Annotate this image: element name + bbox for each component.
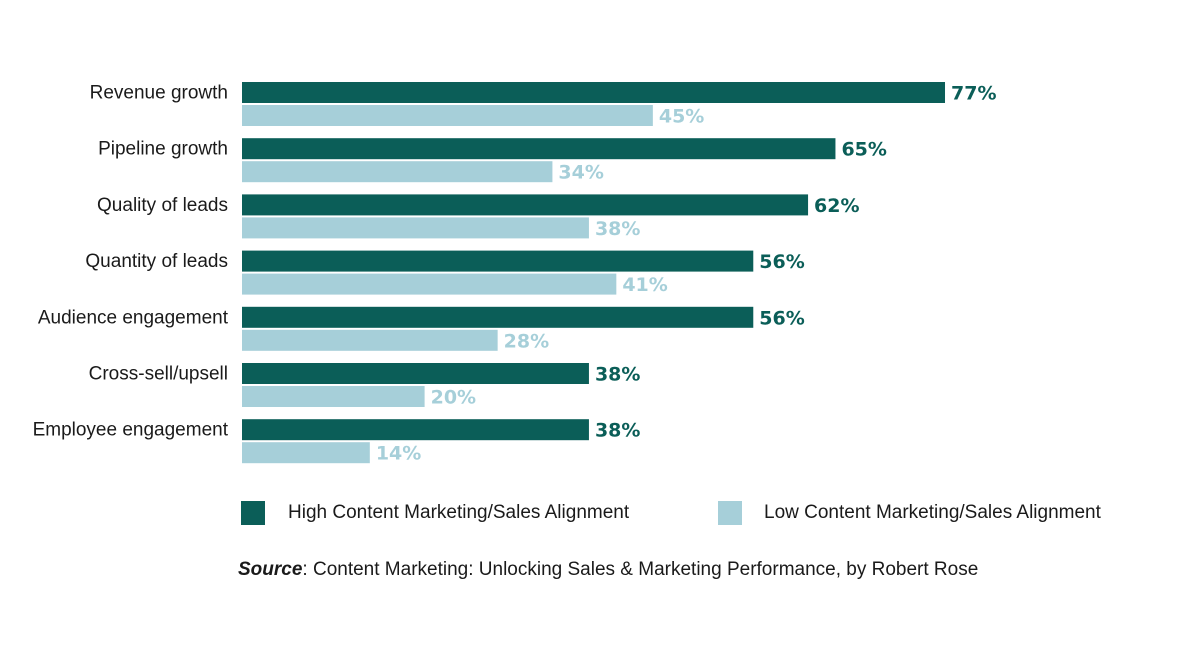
bar-low-audience-engagement [242,329,498,351]
value-label-high-revenue-growth: 77% [951,83,996,105]
bar-high-revenue-growth [242,82,946,103]
value-label-low-quality-of-leads: 38% [595,218,640,240]
value-labels: 77% 45% 65% 34% 62% 38% 56% 41% 56% 28% 38% 20% 38% 1… [376,83,997,465]
category-label-pipeline-growth: Pipeline growth [98,139,228,160]
category-labels: Revenue growth Pipeline growth Quality of … [33,83,229,441]
value-label-low-audience-engagement: 28% [504,330,549,352]
bar-high-quantity-of-leads [242,250,754,272]
legend-label-high: High Content Marketing/Sales Alignment [288,502,630,523]
value-label-low-revenue-growth: 45% [659,106,704,128]
value-label-low-cross-sell-upsell: 20% [431,387,476,409]
bars [242,82,946,464]
bar-low-revenue-growth [242,105,653,126]
value-label-high-quantity-of-leads: 56% [759,251,804,273]
value-label-high-audience-engagement: 56% [759,307,804,329]
value-label-high-cross-sell-upsell: 38% [595,364,640,386]
source-text: : Content Marketing: Unlocking Sales & M… [302,559,979,580]
bar-high-pipeline-growth [242,138,836,160]
legend: High Content Marketing/Sales Alignment L… [241,500,1181,530]
bar-high-cross-sell-upsell [242,363,589,384]
bar-low-quality-of-leads [242,217,589,239]
category-label-revenue-growth: Revenue growth [90,83,228,104]
category-label-audience-engagement: Audience engagement [38,307,229,328]
value-label-high-quality-of-leads: 62% [814,195,859,217]
value-label-high-employee-engagement: 38% [595,420,640,442]
legend-item-low: Low Content Marketing/Sales Alignment [718,500,1101,526]
source-label: Source [238,559,303,580]
bar-chart: Revenue growth Pipeline growth Quality of … [33,82,997,465]
category-label-employee-engagement: Employee engagement [33,420,229,441]
bar-high-audience-engagement [242,306,754,328]
source-note: Source: Content Marketing: Unlocking Sal… [238,559,978,581]
legend-label-low: Low Content Marketing/Sales Alignment [764,502,1101,523]
value-label-low-quantity-of-leads: 41% [622,274,667,296]
legend-item-high: High Content Marketing/Sales Alignment [241,500,629,526]
bar-low-quantity-of-leads [242,273,617,295]
bar-low-cross-sell-upsell [242,386,425,407]
category-label-quantity-of-leads: Quantity of leads [85,251,228,272]
bar-high-employee-engagement [242,419,589,441]
bar-low-employee-engagement [242,442,370,464]
value-label-low-employee-engagement: 14% [376,443,421,465]
category-label-cross-sell-upsell: Cross-sell/upsell [89,364,228,385]
bar-high-quality-of-leads [242,194,809,216]
bar-low-pipeline-growth [242,161,553,183]
value-label-high-pipeline-growth: 65% [841,139,886,161]
legend-swatch-high [241,501,265,525]
value-label-low-pipeline-growth: 34% [558,162,603,184]
legend-swatch-low [718,501,742,525]
category-label-quality-of-leads: Quality of leads [97,195,228,216]
